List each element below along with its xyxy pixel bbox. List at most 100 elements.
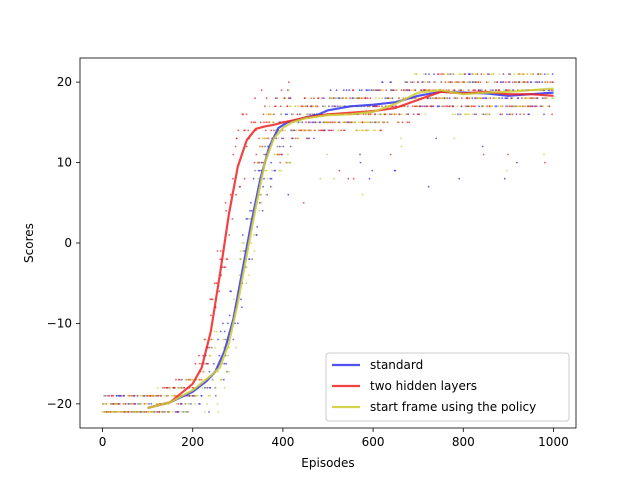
episode-score-point xyxy=(352,177,355,180)
episode-score-point xyxy=(501,97,503,100)
episode-score-point xyxy=(387,121,389,124)
episode-score-point xyxy=(548,105,551,108)
episode-score-point xyxy=(146,403,149,405)
episode-score-point xyxy=(342,97,345,100)
episode-score-point xyxy=(503,177,506,180)
episode-score-point xyxy=(354,97,356,100)
episode-score-point xyxy=(547,73,550,75)
episode-score-point xyxy=(336,121,339,124)
episode-score-point xyxy=(317,97,320,100)
episode-score-point xyxy=(114,411,117,413)
episode-score-point xyxy=(231,218,234,220)
episode-score-point xyxy=(126,394,129,397)
episode-score-point xyxy=(237,129,240,132)
episode-score-point xyxy=(457,81,460,83)
episode-score-point xyxy=(505,105,507,108)
episode-score-point xyxy=(384,113,387,116)
episode-score-point xyxy=(382,113,385,116)
episode-score-point xyxy=(181,378,183,381)
episode-score-point xyxy=(308,137,310,140)
episode-score-point xyxy=(140,403,143,405)
episode-score-point xyxy=(252,177,255,180)
episode-score-point xyxy=(162,386,164,389)
episode-score-point xyxy=(208,411,210,413)
episode-score-point xyxy=(197,378,200,381)
episode-score-point xyxy=(330,97,333,100)
episode-score-point xyxy=(536,97,539,100)
episode-score-point xyxy=(242,113,245,116)
episode-score-point xyxy=(143,403,146,405)
x-tick-label: 400 xyxy=(271,435,294,449)
episode-score-point xyxy=(480,73,483,75)
episode-score-point xyxy=(272,121,275,124)
episode-score-point xyxy=(240,298,242,301)
episode-score-point xyxy=(193,394,196,397)
episode-score-point xyxy=(268,113,270,116)
episode-score-point xyxy=(224,266,227,268)
episode-score-point xyxy=(371,169,374,172)
episode-score-point xyxy=(428,73,430,75)
episode-score-point xyxy=(444,81,447,83)
episode-score-point xyxy=(249,209,251,212)
episode-score-point xyxy=(395,113,398,116)
episode-score-point xyxy=(260,201,263,204)
episode-score-point xyxy=(472,105,475,108)
episode-score-point xyxy=(225,209,228,212)
episode-score-point xyxy=(327,129,330,132)
episode-score-point xyxy=(129,411,132,413)
episode-score-point xyxy=(415,73,418,75)
episode-score-point xyxy=(123,403,126,405)
episode-score-point xyxy=(460,89,462,92)
episode-score-point xyxy=(453,97,456,100)
episode-score-point xyxy=(469,81,472,83)
episode-score-point xyxy=(541,73,544,75)
episode-score-point xyxy=(235,193,237,196)
episode-score-point xyxy=(358,129,361,132)
episode-score-point xyxy=(276,153,279,156)
episode-score-point xyxy=(408,121,411,124)
episode-score-point xyxy=(546,81,549,83)
episode-score-point xyxy=(442,97,445,100)
episode-score-point xyxy=(271,169,273,172)
episode-score-point xyxy=(243,250,246,252)
episode-score-point xyxy=(376,105,378,108)
episode-score-point xyxy=(523,73,525,75)
episode-score-point xyxy=(428,97,431,100)
episode-score-point xyxy=(354,121,357,124)
episode-score-point xyxy=(474,89,477,92)
episode-score-point xyxy=(286,113,288,116)
episode-score-point xyxy=(291,129,294,132)
episode-score-point xyxy=(521,105,524,108)
episode-score-point xyxy=(296,113,299,116)
episode-score-point xyxy=(140,394,142,397)
episode-score-point xyxy=(104,411,107,413)
x-tick-label: 200 xyxy=(181,435,204,449)
episode-score-point xyxy=(508,105,511,108)
episode-score-point xyxy=(517,97,520,100)
episode-score-point xyxy=(536,81,539,83)
episode-score-point xyxy=(515,113,518,116)
episode-score-point xyxy=(224,338,227,341)
episode-score-point xyxy=(103,403,106,405)
episode-score-point xyxy=(198,354,200,357)
episode-score-point xyxy=(485,81,488,83)
episode-score-point xyxy=(373,105,376,108)
episode-score-point xyxy=(415,97,417,100)
episode-score-point xyxy=(425,105,428,108)
episode-score-point xyxy=(111,403,113,405)
episode-score-point xyxy=(480,113,483,116)
episode-score-point xyxy=(449,73,452,75)
episode-score-point xyxy=(219,250,222,252)
episode-score-point xyxy=(451,89,454,92)
episode-score-point xyxy=(128,394,131,397)
episode-score-point xyxy=(238,274,241,277)
episode-score-point xyxy=(316,121,319,124)
episode-score-point xyxy=(196,394,199,397)
episode-score-point xyxy=(286,105,289,108)
episode-score-point xyxy=(172,411,174,413)
episode-score-point xyxy=(424,73,427,75)
episode-score-point xyxy=(223,386,226,389)
episode-score-point xyxy=(306,113,309,116)
episode-score-point xyxy=(355,129,357,132)
episode-score-point xyxy=(252,121,255,124)
